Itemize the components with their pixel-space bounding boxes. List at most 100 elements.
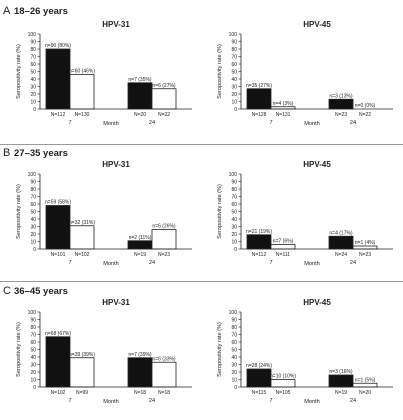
y-tick-label: 100 [28,310,37,316]
data-label: n=7 (35%) [128,77,152,83]
data-label: n=90 (80%) [45,43,71,49]
bar [127,82,153,110]
y-tick-label: 10 [30,99,36,105]
bar [352,382,378,388]
data-label: n=60 (46%) [69,69,95,75]
x-category-label: 24 [350,260,356,266]
n-label: N=18 [158,390,170,396]
n-label: N=22 [359,112,371,118]
x-category-label: 7 [269,398,272,404]
y-tick-label: 20 [30,232,36,238]
panel-c-header: C 36–45 years [0,285,403,301]
data-label: n=59 (58%) [45,200,71,206]
y-axis-label: Seropositivity rate (%) [16,184,22,239]
y-tick-label: 80 [231,325,237,331]
n-label: N=23 [359,252,371,258]
x-category-label: 7 [68,260,71,266]
panel-title: 36–45 years [14,286,68,297]
y-tick-label: 70 [231,332,237,338]
bar [352,245,378,250]
data-label: n=0 (0%) [355,103,376,109]
data-label: n=3 (13%) [329,93,353,99]
chart-title: HPV-31 [102,298,130,307]
x-category-label: 7 [68,398,71,404]
y-tick-label: 80 [30,47,36,53]
x-axis-label: Month [304,399,320,405]
data-label: n=28 (24%) [246,363,272,369]
panel-letter: A [3,5,11,17]
bar [151,229,177,250]
y-tick-label: 100 [229,32,238,38]
x-category-label: 7 [269,120,272,126]
bar [151,88,177,110]
n-label: N=130 [75,112,90,118]
x-category-label: 24 [350,398,356,404]
data-label: n=4 (17%) [329,230,353,236]
data-label: n=39 (39%) [69,352,95,358]
y-tick-label: 60 [231,62,237,68]
x-axis-label: Month [103,261,119,267]
data-label: n=1 (5%) [355,377,376,383]
y-tick-label: 40 [30,355,36,361]
x-category-label: 24 [149,260,155,266]
y-tick-label: 70 [231,54,237,60]
y-tick-label: 50 [231,209,237,215]
data-label: n=21 (19%) [246,229,272,235]
data-label: n=6 (26%) [152,224,176,230]
data-label: n=3 (16%) [329,369,353,375]
y-tick-label: 10 [231,99,237,105]
y-tick-label: 90 [30,317,36,323]
bar [270,379,296,388]
data-label: n=32 (31%) [69,220,95,226]
y-tick-label: 100 [28,172,37,178]
bar [45,336,71,388]
n-label: N=23 [158,252,170,258]
data-label: n=35 (27%) [246,83,272,89]
panel-a-header: A 18–26 years [0,5,403,21]
y-tick-label: 40 [231,77,237,83]
data-label: n=10 (10%) [270,374,296,380]
y-tick-label: 0 [234,107,237,113]
y-tick-label: 30 [30,362,36,368]
y-tick-label: 40 [231,355,237,361]
x-category-label: 24 [350,120,356,126]
bar [45,48,71,110]
chart-title: HPV-45 [303,160,331,169]
y-tick-label: 100 [229,310,238,316]
data-label: n=1 (4%) [355,240,376,246]
n-label: N=18 [134,390,146,396]
y-tick-label: 70 [30,332,36,338]
y-tick-label: 70 [231,194,237,200]
y-tick-label: 0 [234,247,237,253]
n-label: N=24 [335,252,347,258]
bar [45,205,71,250]
y-tick-label: 90 [231,317,237,323]
panel-title: 27–35 years [14,148,68,159]
x-axis-label: Month [103,121,119,127]
y-axis-label: Seropositivity rate (%) [217,322,223,377]
data-label: n=4 (3%) [273,101,294,107]
y-tick-label: 40 [231,217,237,223]
bar [270,244,296,250]
y-tick-label: 90 [231,179,237,185]
y-tick-label: 0 [33,107,36,113]
panel-divider [0,281,403,282]
y-tick-label: 20 [30,370,36,376]
bar [69,74,95,110]
y-tick-label: 50 [231,347,237,353]
y-axis-label: Seropositivity rate (%) [217,184,223,239]
bar [127,240,153,250]
bar [328,374,354,388]
n-label: N=99 [76,390,88,396]
bar [246,234,272,250]
y-tick-label: 60 [231,340,237,346]
n-label: N=20 [359,390,371,396]
y-tick-label: 60 [231,202,237,208]
y-tick-label: 10 [231,377,237,383]
x-category-label: 24 [149,120,155,126]
n-label: N=19 [335,390,347,396]
